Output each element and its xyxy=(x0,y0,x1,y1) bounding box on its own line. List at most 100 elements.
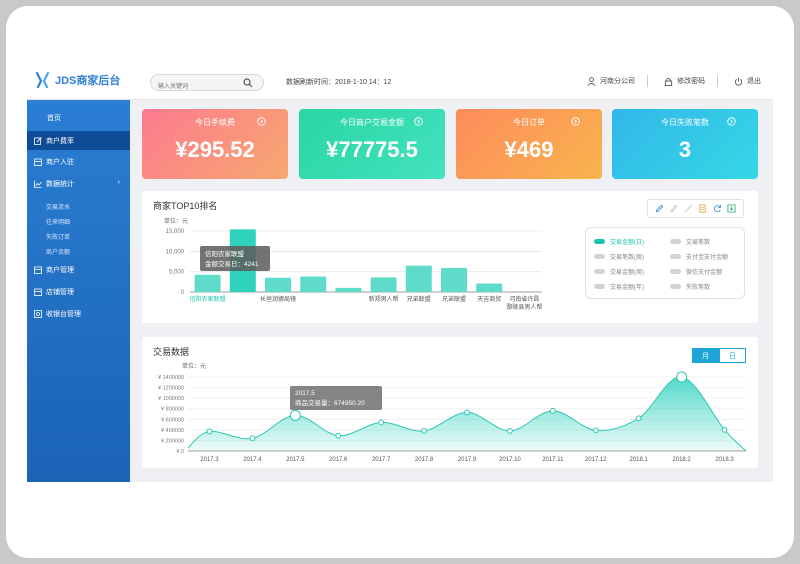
sidebar-item-cashier-manage[interactable]: 收银台管理 xyxy=(27,304,130,323)
legend-item[interactable]: 交易笔数(周) xyxy=(594,252,644,261)
data-point xyxy=(206,428,213,435)
arrow-circle-icon[interactable] xyxy=(571,117,580,126)
legend-item[interactable]: 交易金额(日) xyxy=(594,237,644,246)
legend-item[interactable]: 微信支付金额 xyxy=(670,267,722,276)
data-point xyxy=(378,419,385,426)
arrow-circle-icon[interactable] xyxy=(257,117,266,126)
sidebar-item-shop-manage[interactable]: 店铺管理 xyxy=(27,282,130,301)
bar xyxy=(441,268,467,292)
x-tick-label: 2017.3 xyxy=(200,457,219,463)
legend-swatch xyxy=(670,254,681,259)
trade-panel: 交易数据 单位：元 月 日 ¥ 1400000 ¥ 1200000 ¥ 100000… xyxy=(142,337,758,468)
x-tick-label: 2017.11 xyxy=(542,457,564,463)
card-title: 今日失败笔数 xyxy=(661,118,709,127)
x-tick-label: 信阳农家联盟 xyxy=(190,295,226,303)
logout-link[interactable]: 退出 xyxy=(734,76,761,86)
card-title: 今日商户交易金额 xyxy=(340,118,404,127)
search-input[interactable] xyxy=(151,79,237,95)
y-tick-label: 15,000 xyxy=(166,229,185,235)
legend-item[interactable]: 交易笔数 xyxy=(670,237,710,246)
legend-item[interactable]: 失败笔数 xyxy=(670,282,710,291)
pencil-icon[interactable] xyxy=(655,204,664,213)
legend-swatch xyxy=(594,284,605,289)
legend-label: 交易笔数 xyxy=(686,240,711,246)
legend-label: 交易笔数(周) xyxy=(610,255,644,261)
sidebar-item-label: 首页 xyxy=(47,114,61,122)
bar xyxy=(370,277,397,292)
bar xyxy=(405,265,432,292)
logo[interactable]: JDS商家后台 xyxy=(35,71,120,89)
sidebar-item-label: 数据统计 xyxy=(46,180,74,188)
data-point xyxy=(249,435,256,442)
period-toggle: 月 日 xyxy=(692,348,746,363)
y-tick-label: ¥ 0 xyxy=(176,449,184,455)
x-tick-label: 2018.2 xyxy=(672,457,691,463)
change-password-link[interactable]: 修改密码 xyxy=(664,76,705,86)
x-tick-label: 2017.4 xyxy=(243,457,262,463)
eraser-icon[interactable] xyxy=(669,204,678,213)
sidebar-item-merchant-join[interactable]: 商户入驻 xyxy=(27,152,130,171)
sidebar-item-label: 商户费率 xyxy=(46,137,74,145)
tooltip-title: 2017.5 xyxy=(295,390,315,397)
x-tick-label: 2017.6 xyxy=(329,457,348,463)
toggle-month-button[interactable]: 月 xyxy=(692,348,719,363)
legend-item[interactable]: 支付宝支付金额 xyxy=(670,252,728,261)
sidebar-item-merchant-rate[interactable]: 商户费率 xyxy=(27,131,130,150)
panel-title: 商家TOP10排名 xyxy=(153,201,218,211)
tooltip-box xyxy=(290,386,382,410)
sidebar-item-merchant-manage[interactable]: 商户管理 xyxy=(27,260,130,279)
sidebar-item-label: 商户管理 xyxy=(46,266,74,274)
chevron-right-icon: › xyxy=(117,179,120,186)
legend-item[interactable]: 交易金额(年) xyxy=(594,282,644,291)
data-point xyxy=(635,415,642,422)
arrow-circle-icon[interactable] xyxy=(414,117,423,126)
line-icon[interactable] xyxy=(684,204,693,213)
data-point xyxy=(549,407,556,414)
divider xyxy=(717,75,718,87)
bar xyxy=(335,287,362,292)
unit-label: 单位：元 xyxy=(164,219,189,225)
x-tick-label: 长垣润德局镜 xyxy=(260,295,296,303)
legend-label: 交易金额(日) xyxy=(610,240,644,246)
search-icon[interactable] xyxy=(243,78,253,88)
logo-text: JDS商家后台 xyxy=(55,75,121,87)
sidebar-subitem-failed-orders[interactable]: 失败订单 xyxy=(46,235,71,241)
legend-item[interactable]: 交易金额(周) xyxy=(594,267,644,276)
arrow-circle-icon[interactable] xyxy=(727,117,736,126)
card-merchant-amount[interactable]: 今日商户交易金额 ¥77775.5 xyxy=(299,109,445,179)
unit-label: 单位：元 xyxy=(182,364,207,370)
logo-icon xyxy=(35,71,50,89)
x-tick-label: 2017.12 xyxy=(585,457,607,463)
legend-label: 交易金额(年) xyxy=(610,285,644,291)
branch-menu[interactable]: 河南分公司 xyxy=(587,76,635,86)
legend-swatch xyxy=(594,254,605,259)
x-tick-label: 2017.10 xyxy=(499,457,521,463)
x-tick-label: 兄弟联盟 xyxy=(407,295,431,303)
document-icon[interactable] xyxy=(698,204,707,213)
card-value: ¥469 xyxy=(504,137,554,162)
panel-title: 交易数据 xyxy=(153,347,190,357)
sidebar-item-home[interactable]: 首页 xyxy=(27,108,130,127)
toggle-day-button[interactable]: 日 xyxy=(719,348,746,363)
dashboard-screenshot: JDS商家后台 数据刷新时间：2018-1-10 14：12 河南分公司 修改密… xyxy=(27,58,773,482)
sidebar-item-statistics[interactable]: 数据统计 › xyxy=(27,174,130,193)
download-icon[interactable] xyxy=(727,204,736,213)
sidebar-subitem-details[interactable]: 往来明细 xyxy=(46,220,71,226)
chart-legend: 交易金额(日) 交易笔数 交易笔数(周) 支付宝支付金额 交易金额(周) 微信支… xyxy=(585,227,745,299)
branch-label: 河南分公司 xyxy=(600,78,635,85)
y-tick-label: 5,000 xyxy=(169,270,185,276)
user-icon xyxy=(587,76,596,86)
y-tick-label: ¥ 200000 xyxy=(161,438,184,444)
card-failed[interactable]: 今日失败笔数 3 xyxy=(612,109,758,179)
refresh-icon[interactable] xyxy=(713,204,722,213)
top10-panel: 商家TOP10排名 单位：元 15,000 10,000 5,000 0 信阳农家联盟长… xyxy=(142,191,758,323)
x-tick-label: 天吉商贸 xyxy=(477,295,501,303)
sidebar-subitem-balance[interactable]: 商户余额 xyxy=(46,250,71,256)
sidebar-subitem-transactions[interactable]: 交易流水 xyxy=(46,205,71,211)
card-orders[interactable]: 今日订单 ¥469 xyxy=(456,109,602,179)
bar xyxy=(300,276,327,292)
card-fee[interactable]: 今日手续费 ¥295.52 xyxy=(142,109,288,179)
y-tick-label: 0 xyxy=(181,290,185,296)
search-box[interactable] xyxy=(150,74,264,95)
store-icon xyxy=(34,266,42,274)
